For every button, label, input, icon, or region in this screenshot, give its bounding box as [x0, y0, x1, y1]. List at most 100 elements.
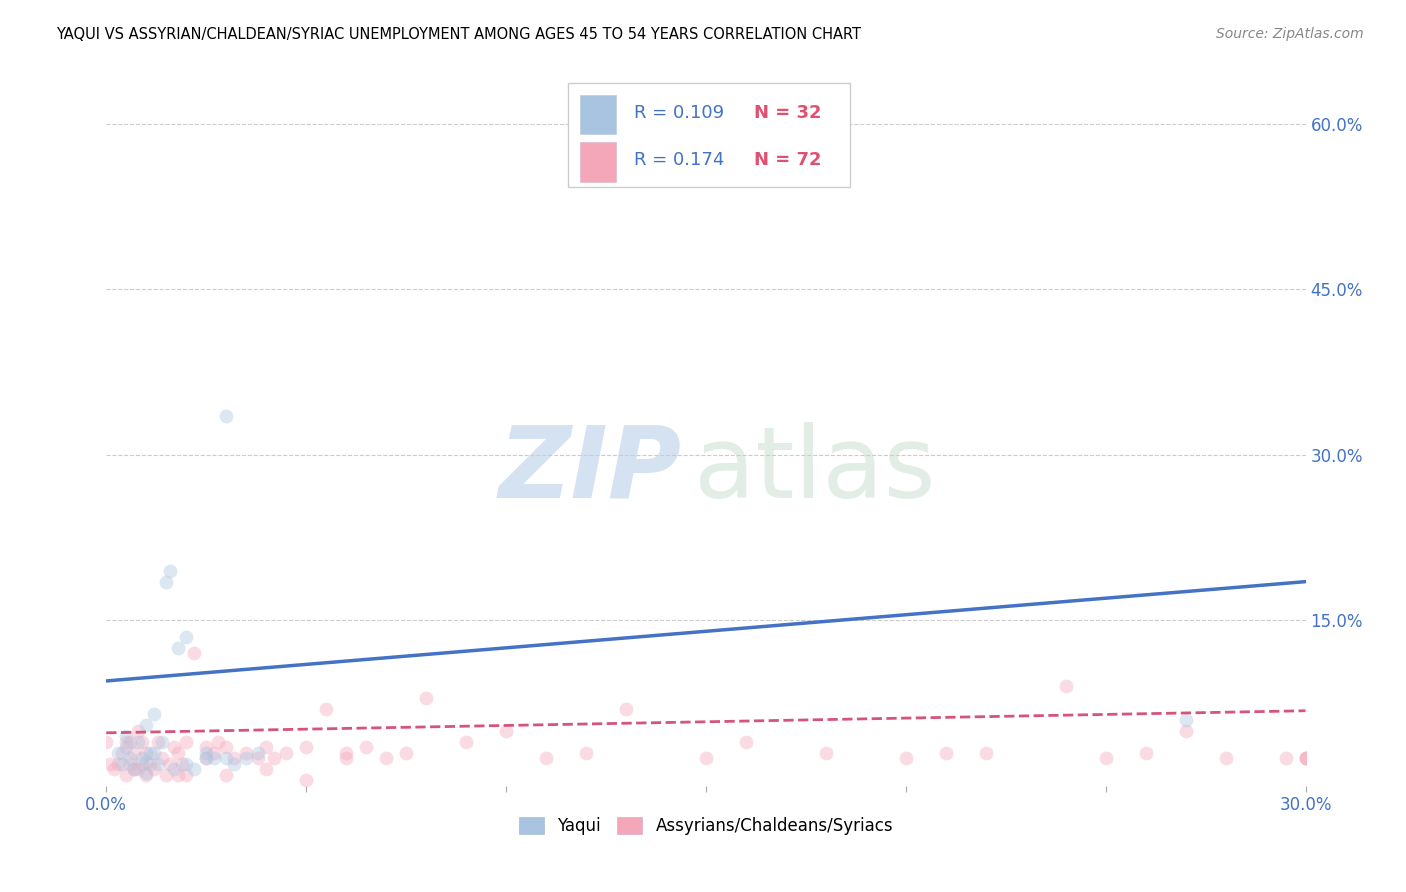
Point: [143, 762, 166, 776]
Point: [224, 756, 246, 771]
Point: [174, 630, 197, 644]
Point: [247, 751, 270, 765]
Text: YAQUI VS ASSYRIAN/CHALDEAN/SYRIAC UNEMPLOYMENT AMONG AGES 45 TO 54 YEARS CORRELA: YAQUI VS ASSYRIAN/CHALDEAN/SYRIAC UNEMPL…: [56, 27, 862, 42]
Text: R = 0.109: R = 0.109: [634, 103, 724, 121]
Point: [195, 751, 218, 765]
Text: N = 72: N = 72: [754, 152, 821, 169]
Point: [163, 740, 186, 755]
Point: [174, 756, 197, 771]
Point: [215, 409, 238, 424]
Point: [395, 746, 418, 760]
Point: [143, 746, 166, 760]
FancyBboxPatch shape: [579, 95, 616, 134]
Point: [1094, 751, 1116, 765]
Point: [103, 762, 125, 776]
Point: [335, 746, 357, 760]
Point: [1274, 751, 1296, 765]
Point: [127, 723, 149, 738]
Point: [139, 756, 162, 771]
Point: [495, 723, 517, 738]
Point: [135, 768, 157, 782]
Point: [1295, 751, 1317, 765]
Text: N = 32: N = 32: [754, 103, 821, 121]
Point: [335, 751, 357, 765]
Point: [139, 746, 162, 760]
Point: [115, 740, 138, 755]
Point: [254, 740, 277, 755]
Point: [122, 762, 145, 776]
Point: [127, 734, 149, 748]
Point: [1135, 746, 1157, 760]
Point: [207, 734, 229, 748]
Point: [695, 751, 717, 765]
Point: [734, 734, 756, 748]
Point: [122, 762, 145, 776]
Point: [202, 746, 225, 760]
Point: [894, 751, 917, 765]
Point: [172, 756, 194, 771]
Point: [354, 740, 377, 755]
Text: Source: ZipAtlas.com: Source: ZipAtlas.com: [1216, 27, 1364, 41]
Point: [143, 707, 166, 722]
Point: [131, 751, 153, 765]
FancyBboxPatch shape: [579, 143, 616, 182]
Point: [135, 765, 157, 780]
Point: [148, 756, 170, 771]
Point: [107, 746, 129, 760]
Point: [215, 740, 238, 755]
Point: [1054, 680, 1077, 694]
Point: [215, 768, 238, 782]
Point: [127, 762, 149, 776]
Point: [454, 734, 477, 748]
Point: [195, 740, 218, 755]
Point: [159, 564, 181, 578]
Point: [135, 746, 157, 760]
Point: [131, 756, 153, 771]
Point: [120, 734, 142, 748]
Point: [235, 751, 257, 765]
Point: [224, 751, 246, 765]
Point: [111, 746, 134, 760]
Point: [263, 751, 285, 765]
Point: [1174, 713, 1197, 727]
Point: [1295, 751, 1317, 765]
Point: [295, 773, 318, 788]
Point: [159, 756, 181, 771]
Point: [107, 756, 129, 771]
Point: [174, 768, 197, 782]
Point: [120, 756, 142, 771]
Point: [135, 718, 157, 732]
Point: [254, 762, 277, 776]
Point: [534, 751, 557, 765]
Point: [167, 746, 190, 760]
Point: [375, 751, 398, 765]
Point: [115, 729, 138, 743]
Point: [315, 701, 337, 715]
Point: [167, 640, 190, 655]
Point: [131, 734, 153, 748]
Text: ZIP: ZIP: [499, 422, 682, 518]
Point: [148, 734, 170, 748]
Point: [295, 740, 318, 755]
Point: [150, 734, 173, 748]
Point: [98, 756, 121, 771]
Point: [174, 734, 197, 748]
Point: [1174, 723, 1197, 738]
Point: [183, 762, 205, 776]
Point: [195, 751, 218, 765]
Point: [974, 746, 997, 760]
Point: [202, 751, 225, 765]
Point: [1295, 751, 1317, 765]
Point: [111, 756, 134, 771]
Point: [614, 701, 637, 715]
Point: [135, 755, 157, 769]
Point: [935, 746, 957, 760]
Point: [120, 751, 142, 765]
FancyBboxPatch shape: [568, 83, 849, 186]
Point: [155, 574, 177, 589]
Point: [814, 746, 837, 760]
Point: [215, 751, 238, 765]
Point: [415, 690, 437, 705]
Point: [122, 746, 145, 760]
Legend: Yaqui, Assyrians/Chaldeans/Syriacs: Yaqui, Assyrians/Chaldeans/Syriacs: [519, 817, 893, 835]
